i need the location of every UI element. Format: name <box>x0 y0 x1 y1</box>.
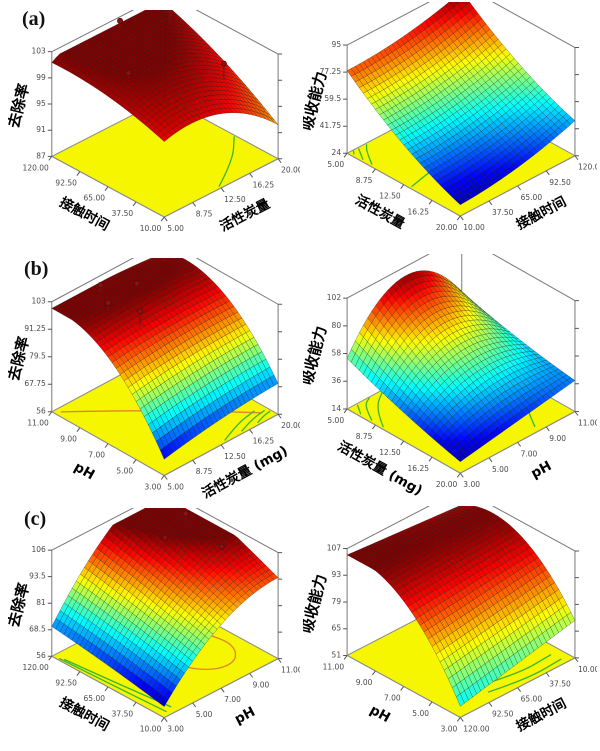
response-surface-a-left <box>8 10 300 248</box>
response-surface-c-right <box>303 506 597 749</box>
response-surface-b-left <box>8 258 300 508</box>
response-surface-b-right <box>303 254 597 506</box>
response-surface-a-right <box>303 2 597 248</box>
response-surface-c-left <box>8 508 300 749</box>
